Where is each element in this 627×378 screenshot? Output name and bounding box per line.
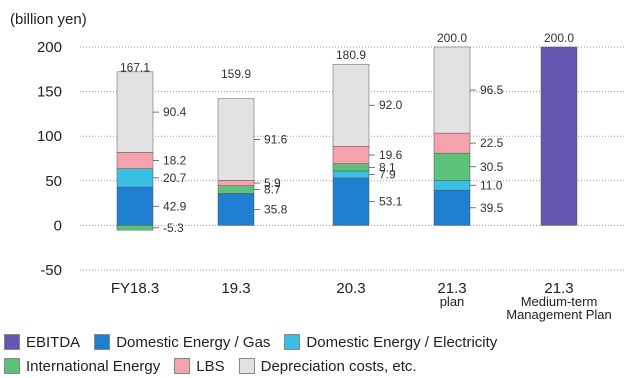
data-label: 42.9 <box>163 199 187 213</box>
bar-segment <box>433 132 471 154</box>
data-labels: 42.9 20.7 -5.3 18.2 90.4 167.1 35.8 8.75.9 91.6 1… <box>120 31 574 235</box>
bar-segment <box>116 186 154 226</box>
bar-segment <box>116 168 154 188</box>
legend-label-domestic-gas: Domestic Energy / Gas <box>116 333 271 351</box>
data-label: 7.9 <box>379 168 396 182</box>
data-label: 35.8 <box>264 202 288 216</box>
bar-segment <box>332 63 370 147</box>
y-tick-label: 100 <box>37 128 62 145</box>
bar-segment <box>217 180 255 186</box>
legend-row-2: International Energy LBS Depreciation co… <box>4 354 627 378</box>
bar-segment <box>433 180 471 191</box>
bar-segment <box>332 146 370 165</box>
bar-total-label: 159.9 <box>221 67 251 81</box>
data-label: 53.1 <box>379 195 403 209</box>
y-tick-label: -50 <box>40 262 62 279</box>
data-label: 5.9 <box>264 176 281 190</box>
bar-segment <box>217 185 255 194</box>
legend-item-domestic-electricity: Domestic Energy / Electricity <box>284 334 497 351</box>
bar-segment <box>116 225 154 231</box>
data-label: 96.5 <box>480 83 504 97</box>
data-label: 8.1 <box>379 160 396 174</box>
bar-total-label: 200.0 <box>544 31 574 45</box>
x-axis-categories: FY18.3 19.3 20.3 21.3plan21.3Medium-termMan… <box>111 280 612 322</box>
legend-label-depreciation: Depreciation costs, etc. <box>260 357 417 375</box>
data-label: 8.7 <box>264 183 281 197</box>
x-tick-sublabel: plan <box>440 294 465 309</box>
x-tick-label: FY18.3 <box>111 280 159 297</box>
legend-item-depreciation: Depreciation costs, etc. <box>238 357 417 375</box>
legend-label-lbs: LBS <box>196 357 225 375</box>
y-axis-ticks: 200 150 100 50 0 -50 <box>37 39 62 279</box>
legend-label-domestic-electricity: Domestic Energy / Electricity <box>306 333 498 351</box>
data-label: -5.3 <box>163 221 184 235</box>
legend-swatch-international-energy <box>4 358 20 374</box>
bar-segment <box>217 193 255 226</box>
data-label: 18.2 <box>163 154 187 168</box>
gridlines <box>80 46 625 271</box>
bar-segment <box>332 170 370 179</box>
bar-segment <box>332 177 370 226</box>
bar-segment <box>433 189 471 226</box>
data-label: 90.4 <box>163 105 187 119</box>
legend-item-domestic-gas: Domestic Energy / Gas <box>94 334 270 351</box>
bar-segment <box>217 98 255 181</box>
bar-total-label: 180.9 <box>336 48 366 62</box>
bar-segment <box>433 46 471 134</box>
data-label: 30.5 <box>480 160 504 174</box>
bar-total-label: 200.0 <box>437 31 467 45</box>
x-tick-label: 21.3 <box>544 280 573 297</box>
legend-swatch-lbs <box>174 358 191 374</box>
y-tick-label: 150 <box>37 84 62 101</box>
legend-row-1: EBITDA Domestic Energy / Gas Domestic En… <box>4 330 627 354</box>
legend-swatch-domestic-electricity <box>284 334 301 350</box>
x-tick-sublabel: Medium-term <box>521 294 598 309</box>
bar-segment <box>116 71 154 153</box>
data-label: 11.0 <box>480 178 503 192</box>
y-tick-label: 50 <box>45 173 62 190</box>
legend-swatch-depreciation <box>238 358 255 374</box>
bar-segment <box>540 46 578 226</box>
x-tick-label: 19.3 <box>221 280 250 297</box>
y-tick-label: 0 <box>54 217 62 234</box>
legend-item-lbs: LBS <box>174 357 225 375</box>
legend-item-international-energy: International Energy <box>4 358 160 375</box>
bars <box>116 46 578 231</box>
data-label: 92.0 <box>379 98 403 112</box>
legend-label-ebitda: EBITDA <box>26 333 81 351</box>
legend-item-ebitda: EBITDA <box>4 334 80 351</box>
legend-label-international-energy: International Energy <box>26 357 161 375</box>
ebitda-stacked-bar-chart: (billion yen) 200 150 100 50 0 -50 42.9 20.7 -5… <box>10 11 625 322</box>
x-tick-sublabel: Management Plan <box>506 307 612 322</box>
bar-segment <box>433 152 471 181</box>
y-tick-label: 200 <box>37 39 62 56</box>
legend-swatch-domestic-gas <box>94 334 111 350</box>
data-label: 19.6 <box>379 148 403 162</box>
data-label: 39.5 <box>480 201 504 215</box>
y-axis-unit-label: (billion yen) <box>10 11 87 28</box>
bar-segment <box>332 163 370 172</box>
data-label: 91.6 <box>264 133 288 147</box>
data-label: 20.7 <box>163 171 187 185</box>
legend-swatch-ebitda <box>4 334 20 350</box>
legend: EBITDA Domestic Energy / Gas Domestic En… <box>4 330 627 378</box>
bar-total-label: 167.1 <box>120 60 150 74</box>
data-label: 22.5 <box>480 136 504 150</box>
bar-segment <box>116 152 154 169</box>
x-tick-label: 20.3 <box>336 280 365 297</box>
x-tick-label: 21.3 <box>437 280 466 297</box>
